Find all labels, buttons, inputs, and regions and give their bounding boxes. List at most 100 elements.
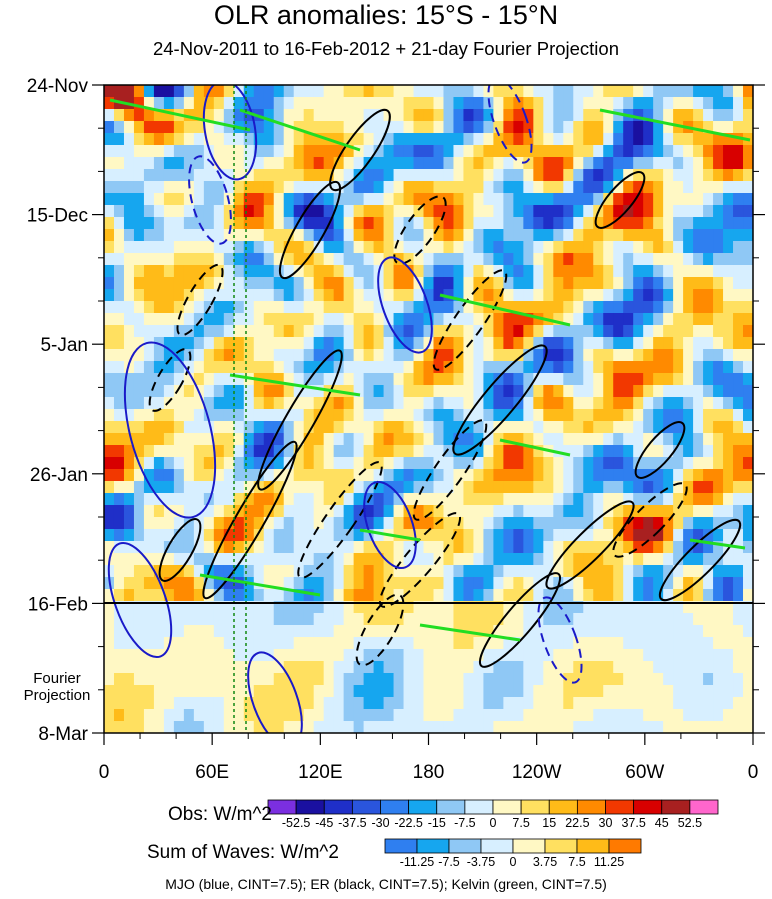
field-cell [193, 673, 205, 686]
field-cell [173, 373, 185, 386]
field-cell [193, 721, 205, 733]
field-cell [733, 697, 744, 710]
field-cell [373, 685, 385, 698]
field-cell [353, 253, 365, 266]
field-cell [653, 721, 664, 733]
field-cell [293, 313, 305, 326]
field-cell [583, 121, 594, 134]
field-cell [373, 193, 385, 206]
field-cell [343, 421, 355, 434]
field-cell [463, 577, 475, 590]
field-cell [403, 541, 415, 554]
field-cell [613, 313, 624, 326]
field-cell [583, 157, 594, 170]
field-cell [513, 109, 524, 122]
field-cell [733, 673, 744, 686]
field-cell [303, 217, 315, 230]
field-cell [743, 337, 753, 350]
field-cell [623, 433, 634, 446]
field-cell [583, 169, 594, 182]
field-cell [303, 517, 315, 530]
field-cell [743, 409, 753, 422]
field-cell [583, 229, 594, 242]
field-cell [313, 469, 325, 482]
field-cell [183, 457, 195, 470]
field-cell [383, 157, 395, 170]
field-cell [483, 121, 494, 134]
field-cell [193, 301, 205, 314]
field-cell [403, 85, 415, 98]
field-cell [703, 457, 714, 470]
field-cell [583, 649, 594, 662]
field-cell [393, 325, 405, 338]
field-cell [613, 565, 624, 578]
field-cell [123, 265, 135, 278]
field-cell [723, 85, 734, 98]
field-cell [403, 553, 415, 566]
field-cell [403, 481, 415, 494]
field-cell [663, 301, 674, 314]
field-cell [743, 553, 753, 566]
field-cell [703, 157, 714, 170]
field-cell [413, 301, 425, 314]
field-cell [453, 241, 465, 254]
field-cell [643, 277, 654, 290]
field-cell [473, 361, 485, 374]
field-cell [243, 313, 255, 326]
field-cell [403, 169, 415, 182]
field-cell [623, 373, 634, 386]
field-cell [273, 301, 285, 314]
field-cell [153, 373, 165, 386]
field-cell [363, 457, 375, 470]
field-cell [613, 217, 624, 230]
field-cell [673, 265, 684, 278]
er-contour [634, 421, 686, 479]
field-cell [163, 721, 175, 733]
field-cell [133, 673, 145, 686]
field-cell [593, 337, 604, 350]
field-cell [493, 397, 504, 410]
field-cell [183, 85, 195, 98]
field-cell [233, 361, 245, 374]
field-cell [623, 133, 634, 146]
field-cell [213, 337, 225, 350]
field-cell [233, 169, 245, 182]
field-cell [313, 193, 325, 206]
field-cell [213, 697, 225, 710]
field-cell [263, 181, 275, 194]
field-cell [663, 709, 674, 722]
field-cell [323, 157, 335, 170]
field-cell [143, 577, 155, 590]
field-cell [703, 133, 714, 146]
field-cell [273, 109, 285, 122]
field-cell [443, 517, 455, 530]
er-contour [393, 195, 447, 265]
field-cell [283, 541, 295, 554]
field-cell [303, 277, 315, 290]
field-cell [603, 409, 614, 422]
field-cell [223, 481, 235, 494]
field-cell [693, 133, 704, 146]
field-cell [163, 97, 175, 110]
field-cell [523, 577, 534, 590]
field-cell [183, 589, 195, 602]
field-cell [653, 529, 664, 542]
field-cell [733, 217, 744, 230]
field-cell [393, 289, 405, 302]
field-cell [433, 565, 445, 578]
field-cell [213, 433, 225, 446]
field-cell [433, 481, 445, 494]
field-cell [433, 373, 445, 386]
field-cell [593, 457, 604, 470]
field-cell [283, 265, 295, 278]
field-cell [593, 409, 604, 422]
field-cell [293, 409, 305, 422]
field-cell [643, 253, 654, 266]
field-cell [583, 613, 594, 626]
field-cell [653, 289, 664, 302]
field-cell [173, 649, 185, 662]
field-cell [733, 313, 744, 326]
field-cell [323, 529, 335, 542]
field-cell [433, 589, 445, 602]
field-cell [733, 265, 744, 278]
